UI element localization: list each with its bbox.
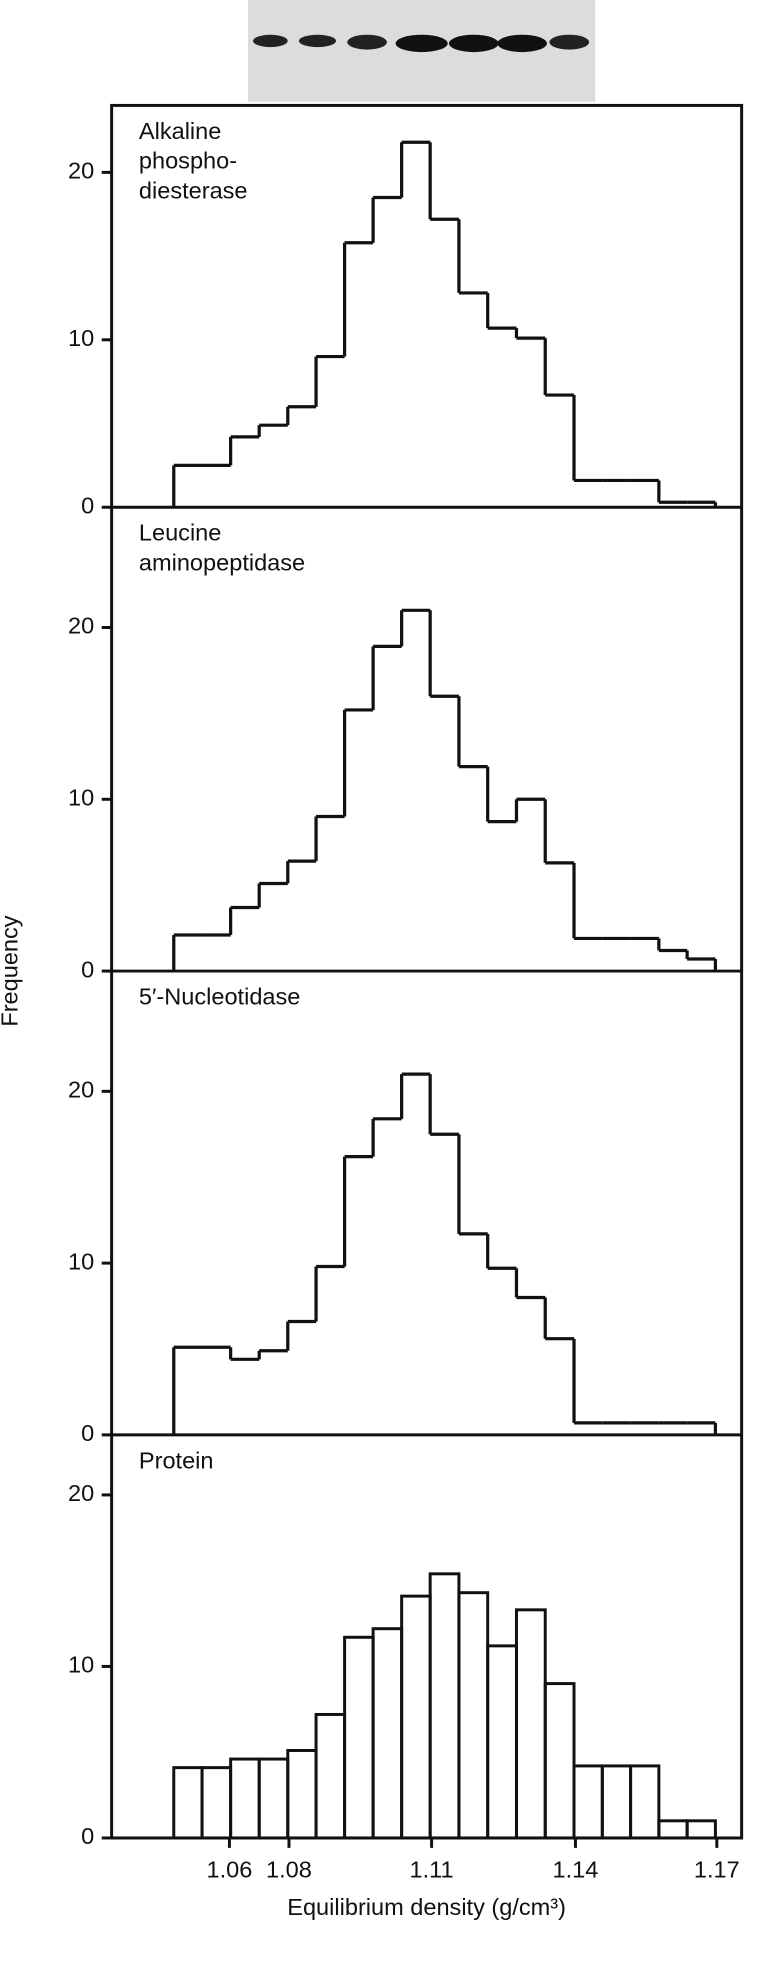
y-axis-label: Frequency	[0, 915, 22, 1026]
bar	[343, 1635, 375, 1840]
bar	[400, 1594, 432, 1840]
bar	[200, 1766, 233, 1840]
bar	[314, 1712, 347, 1840]
panel-title: Alkaline	[139, 118, 221, 144]
bar	[629, 1764, 661, 1840]
bar	[172, 1766, 204, 1840]
x-axis-label: Equilibrium density (g/cm³)	[287, 1894, 566, 1920]
bar	[486, 1644, 518, 1840]
y-tick-label: 20	[68, 613, 94, 639]
y-tick-label: 0	[81, 1420, 94, 1446]
x-tick-label: 1.11	[410, 1857, 454, 1883]
panel-title: Protein	[139, 1447, 214, 1473]
bar	[371, 1627, 404, 1840]
y-tick-label: 20	[68, 1480, 94, 1506]
bar	[685, 1819, 717, 1840]
bar	[286, 1748, 318, 1840]
x-tick-label: 1.17	[694, 1857, 740, 1883]
panel-title: Leucine	[139, 520, 221, 546]
y-tick-label: 10	[68, 1652, 94, 1678]
y-tick-label: 20	[68, 1077, 94, 1103]
bar	[543, 1682, 576, 1840]
y-tick-label: 10	[68, 1248, 94, 1274]
x-tick-label: 1.08	[266, 1857, 312, 1883]
x-tick-label: 1.14	[553, 1857, 599, 1883]
y-tick-label: 10	[68, 325, 94, 351]
y-tick-label: 0	[81, 956, 94, 982]
gel-image	[248, 0, 596, 102]
panel-title: aminopeptidase	[139, 550, 305, 576]
panel-title: diesterase	[139, 177, 248, 203]
bar	[514, 1608, 547, 1840]
bar	[572, 1764, 604, 1840]
bar	[428, 1572, 461, 1840]
y-tick-label: 0	[81, 1823, 94, 1849]
bar	[257, 1757, 290, 1840]
panel-title: phospho-	[139, 148, 237, 174]
y-tick-label: 0	[81, 492, 94, 518]
bar	[229, 1757, 261, 1840]
y-tick-label: 20	[68, 158, 94, 184]
y-tick-label: 10	[68, 784, 94, 810]
x-tick-label: 1.06	[207, 1857, 253, 1883]
bar	[457, 1591, 490, 1840]
bar	[657, 1819, 689, 1840]
panel-title: 5′-Nucleotidase	[139, 984, 300, 1010]
bar	[600, 1764, 633, 1840]
